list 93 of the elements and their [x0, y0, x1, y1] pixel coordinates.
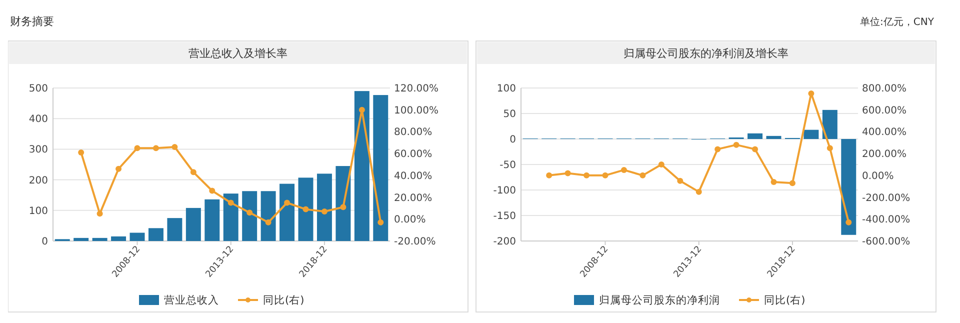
point: [714, 146, 721, 152]
bar: [186, 208, 201, 241]
point: [302, 206, 309, 212]
point: [620, 166, 627, 173]
y2-tick-label: 200.00%: [862, 149, 906, 160]
y2-tick-label: -600.00%: [862, 236, 910, 248]
point: [752, 146, 758, 152]
y2-tick-label: 60.00%: [394, 149, 432, 160]
legend-label: 同比(右): [263, 294, 304, 307]
y2-tick-label: -20.00%: [394, 236, 436, 248]
point: [358, 106, 365, 113]
point: [172, 144, 178, 150]
point: [546, 172, 552, 178]
point: [134, 145, 140, 152]
y-tick-label: -200: [493, 236, 516, 248]
point: [246, 210, 253, 216]
bar: [204, 199, 220, 241]
point: [677, 178, 684, 184]
bar: [766, 136, 782, 139]
chart-title: 营业总收入及增长率: [188, 47, 288, 60]
point: [116, 166, 122, 172]
y2-tick-label: 20.00%: [394, 192, 432, 204]
bar: [804, 130, 819, 139]
chart-title: 归属母公司股东的净利润及增长率: [624, 47, 788, 60]
point: [152, 145, 159, 152]
bar: [74, 238, 89, 241]
point: [640, 172, 646, 178]
y2-tick-label: 600.00%: [862, 105, 906, 116]
point: [602, 172, 608, 178]
text: 财务摘要: [10, 15, 54, 28]
y-tick-label: 50: [503, 109, 516, 120]
bar: [260, 191, 276, 241]
y2-tick-label: 100.00%: [394, 105, 438, 116]
point: [340, 204, 346, 210]
point: [284, 200, 290, 206]
bar: [148, 228, 164, 241]
bar: [748, 133, 763, 139]
legend-label: 营业总收入: [164, 294, 219, 307]
bar: [223, 194, 238, 241]
point: [733, 142, 740, 148]
bar: [242, 191, 258, 241]
y2-tick-label: 800.00%: [862, 84, 906, 94]
bar: [354, 91, 370, 241]
point: [378, 219, 384, 226]
y2-tick-label: -200.00%: [862, 192, 910, 204]
y-tick-label: 500: [28, 84, 48, 94]
point: [584, 172, 590, 178]
point: [826, 145, 833, 152]
y2-tick-label: 80.00%: [394, 127, 432, 138]
y-tick-label: 300: [28, 144, 48, 156]
point: [321, 208, 328, 214]
y2-tick-label: 0.00%: [862, 170, 894, 182]
point: [846, 219, 852, 226]
legend-label: 归属母公司股东的净利润: [599, 294, 720, 307]
y-tick-label: -50: [500, 160, 516, 171]
y2-tick-label: 0.00%: [394, 214, 426, 226]
y-tick-label: 0: [42, 236, 48, 248]
y2-tick-label: -400.00%: [862, 214, 910, 226]
y2-tick-label: 120.00%: [394, 84, 438, 94]
bar: [373, 95, 388, 241]
y-tick-label: -100: [493, 186, 516, 196]
point: [564, 170, 571, 176]
point: [209, 188, 216, 194]
bar: [316, 174, 332, 241]
y2-tick-label: 40.00%: [394, 170, 432, 182]
text: 单位:亿元，CNY: [860, 16, 935, 28]
legend-label: 同比(右): [764, 294, 806, 307]
point: [265, 219, 272, 226]
point: [696, 188, 702, 195]
point: [770, 178, 777, 185]
bar: [167, 218, 182, 241]
y-tick-label: 0: [510, 134, 516, 146]
bar: [92, 238, 108, 241]
point: [190, 169, 196, 176]
y-tick-label: 400: [28, 114, 48, 126]
bar: [280, 184, 295, 241]
y-tick-label: 100: [496, 84, 516, 94]
point: [228, 200, 234, 206]
bar: [841, 139, 856, 235]
y-tick-label: 200: [28, 175, 48, 186]
point: [78, 149, 84, 156]
y-tick-label: 100: [28, 206, 48, 217]
bar: [111, 236, 126, 241]
bar: [822, 110, 838, 139]
bar: [130, 232, 145, 241]
bar: [298, 178, 314, 241]
bar: [336, 166, 351, 241]
y-tick-label: -150: [493, 211, 516, 222]
point: [808, 90, 814, 96]
point: [658, 162, 664, 168]
point: [789, 180, 796, 186]
y2-tick-label: 400.00%: [862, 127, 906, 138]
point: [96, 210, 103, 217]
